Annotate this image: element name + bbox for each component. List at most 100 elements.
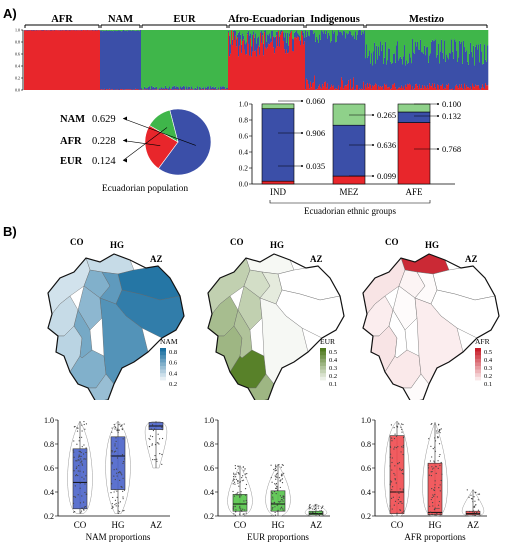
- boxplot-point: [437, 436, 439, 438]
- structure-segment: [465, 88, 467, 90]
- structure-segment: [296, 38, 298, 90]
- structure-segment: [361, 88, 363, 90]
- map-legend-swatch: [320, 358, 326, 363]
- boxplot-point: [120, 485, 122, 488]
- boxplot-point: [151, 444, 153, 446]
- map-legend-tick: 0.4: [329, 357, 338, 364]
- structure-segment: [53, 30, 55, 90]
- structure-segment: [267, 34, 269, 48]
- boxplot-point: [76, 427, 78, 429]
- structure-segment: [181, 87, 183, 90]
- boxplot-point: [389, 482, 392, 484]
- boxplot-point: [114, 450, 117, 452]
- structure-segment: [260, 30, 262, 32]
- boxplot-point: [476, 512, 478, 514]
- structure-segment: [117, 30, 119, 90]
- boxplot-point: [440, 428, 442, 430]
- structure-segment: [360, 89, 362, 90]
- structure-segment: [387, 87, 389, 90]
- boxplot-point: [149, 438, 151, 441]
- structure-segment: [277, 32, 279, 47]
- structure-segment: [390, 61, 392, 90]
- boxplot-point: [79, 482, 81, 484]
- structure-segment: [314, 75, 316, 90]
- boxplot-point: [393, 504, 395, 506]
- boxplot-point: [78, 436, 81, 439]
- boxplot-point: [74, 496, 77, 498]
- boxplot-point: [399, 469, 401, 471]
- structure-segment: [390, 89, 392, 90]
- ancestry-structure-plot: AFR NAM EUR Afro-Ecuadorian Indigenous Mestiz…: [15, 14, 489, 93]
- structure-segment: [256, 43, 258, 57]
- boxplot-point: [237, 465, 239, 467]
- boxplot-point: [430, 423, 432, 426]
- structure-segment: [333, 85, 335, 90]
- structure-segment: [267, 47, 269, 90]
- structure-segment: [373, 86, 375, 90]
- boxplot-point: [431, 456, 433, 458]
- structure-segment: [54, 30, 56, 90]
- boxplot-point: [397, 446, 399, 448]
- structure-segment: [278, 31, 280, 90]
- structure-segment: [228, 30, 230, 33]
- structure-segment: [253, 31, 255, 35]
- structure-segment: [345, 85, 347, 90]
- structure-segment: [475, 30, 477, 47]
- pie-pointer-line: [122, 127, 168, 161]
- map-legend-tick: 0.3: [484, 365, 492, 372]
- structure-segment: [126, 30, 128, 31]
- pie-slice: [157, 108, 212, 176]
- boxplot-point: [79, 455, 81, 457]
- boxplot-category-label: AZ: [310, 520, 322, 530]
- structure-segment: [128, 89, 130, 90]
- structure-segment: [183, 89, 185, 90]
- structure-segment: [319, 30, 321, 35]
- structure-segment: [328, 32, 330, 90]
- boxplot-point: [116, 496, 118, 499]
- structure-segment: [458, 57, 460, 89]
- boxplot-point: [439, 453, 441, 456]
- structure-segment: [394, 30, 396, 54]
- boxplot-point: [275, 484, 277, 486]
- structure-segment: [406, 87, 408, 90]
- structure-segment: [171, 30, 173, 89]
- ethnic-x-axis-label: Ecuadorian ethnic groups: [304, 206, 396, 216]
- structure-segment: [183, 30, 185, 86]
- boxplot-point: [241, 480, 243, 482]
- structure-segment: [287, 32, 289, 54]
- boxplot-category-label: CO: [234, 520, 247, 530]
- structure-segment: [43, 30, 45, 31]
- boxplot-point: [81, 460, 83, 462]
- structure-segment: [276, 31, 278, 36]
- structure-segment: [450, 89, 452, 90]
- boxplot-point: [242, 479, 245, 481]
- map-region-label-hg: HG: [110, 240, 124, 250]
- pie-legend-value: 0.228: [92, 136, 116, 147]
- ethnic-value-dot: [437, 148, 439, 150]
- boxplot-point: [397, 462, 399, 464]
- structure-segment: [351, 88, 353, 90]
- structure-segment: [403, 30, 405, 57]
- boxplot-point: [283, 472, 285, 474]
- structure-segment: [432, 30, 434, 40]
- structure-segment: [261, 30, 263, 43]
- boxplot-category-label: HG: [112, 520, 125, 530]
- structure-segment: [95, 30, 97, 90]
- structure-segment: [31, 30, 33, 31]
- structure-segment: [436, 57, 438, 90]
- structure-segment: [241, 44, 243, 53]
- structure-segment: [199, 30, 201, 87]
- structure-segment: [385, 85, 387, 90]
- structure-segment: [466, 50, 468, 86]
- structure-segment: [422, 85, 424, 90]
- boxplot-point: [394, 465, 396, 467]
- boxplot-point: [396, 512, 398, 514]
- structure-segment: [463, 30, 465, 41]
- structure-segment: [142, 30, 144, 90]
- structure-segment: [406, 60, 408, 88]
- structure-segment: [357, 30, 359, 35]
- map-legend-swatch: [160, 366, 166, 370]
- structure-segment: [29, 30, 31, 90]
- structure-segment: [173, 30, 175, 87]
- structure-segment: [420, 30, 422, 40]
